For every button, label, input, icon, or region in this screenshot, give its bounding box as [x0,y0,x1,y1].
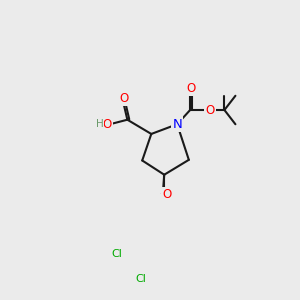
Text: O: O [103,118,112,131]
Text: Cl: Cl [111,249,122,259]
Text: O: O [162,188,171,201]
Text: H: H [96,119,104,129]
Text: O: O [206,103,215,116]
Text: N: N [172,118,182,131]
Text: O: O [187,82,196,95]
Text: O: O [119,92,129,105]
Text: Cl: Cl [136,274,146,284]
